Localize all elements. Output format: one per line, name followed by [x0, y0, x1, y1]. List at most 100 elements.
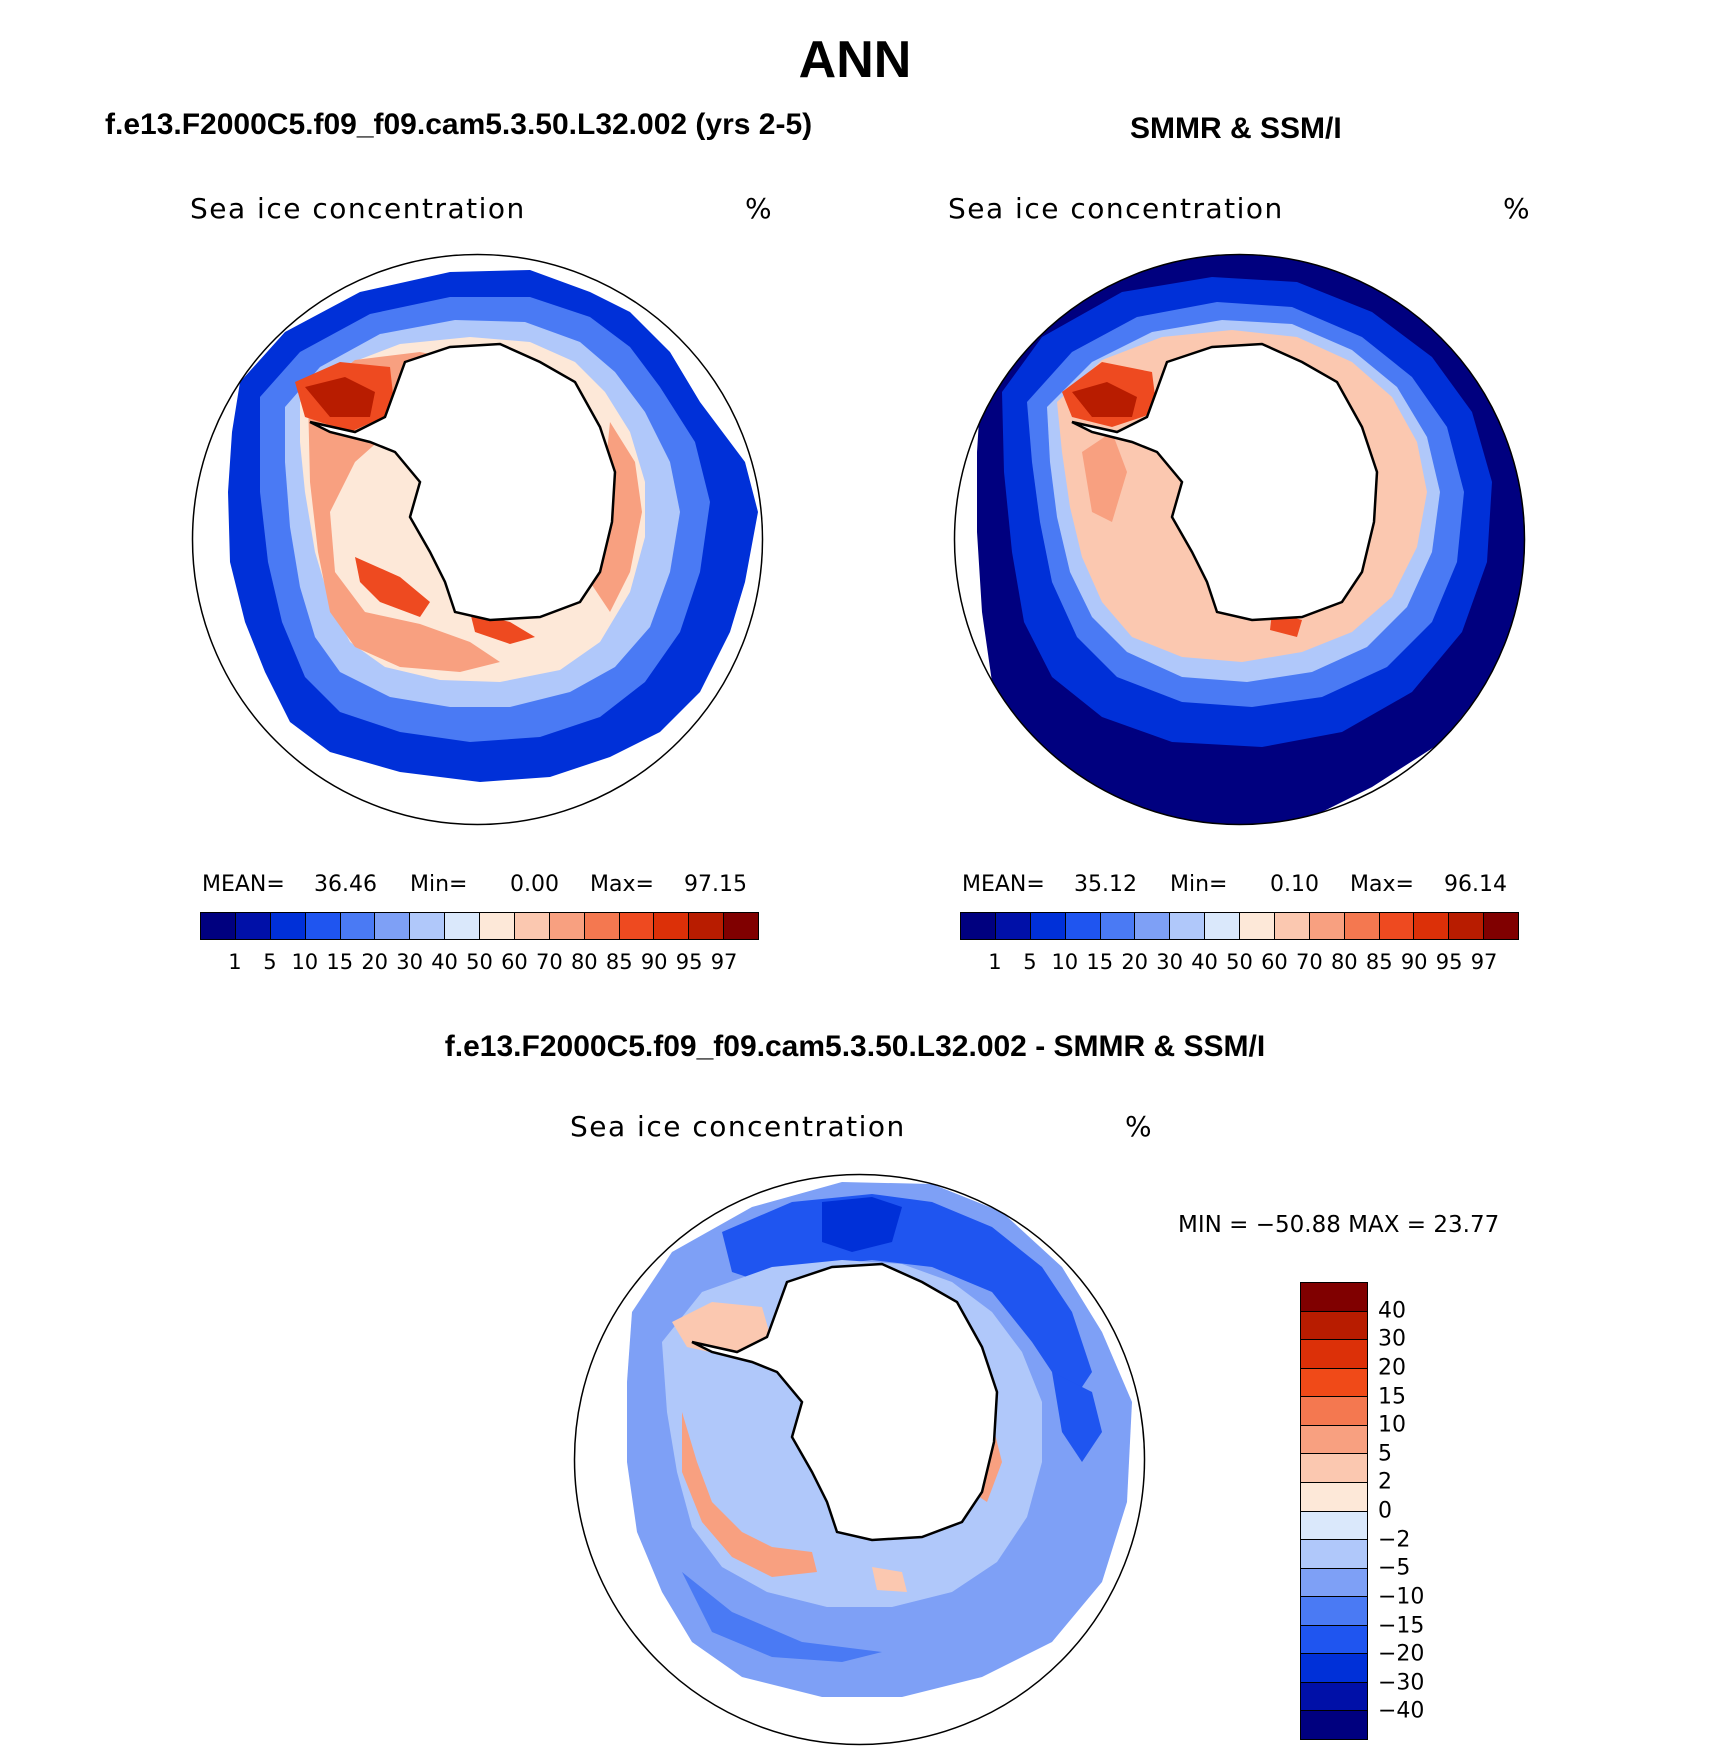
panel2-colorbar-tick-label: 50 — [1226, 950, 1253, 974]
panel1-colorbar-swatch — [688, 913, 724, 939]
panel1-colorbar-swatch — [653, 913, 689, 939]
panel2-colorbar — [960, 912, 1519, 940]
panel1-max-value: 97.15 — [684, 872, 747, 897]
panel2-colorbar-tick-label: 95 — [1435, 950, 1463, 974]
panel3-colorbar-tick-label: −2 — [1378, 1527, 1411, 1553]
panel2-colorbar-swatch — [1169, 913, 1205, 939]
panel1-map-border — [191, 253, 764, 826]
panel2-colorbar-tick-label: 80 — [1330, 950, 1358, 974]
panel3-colorbar-tick-label: −5 — [1378, 1555, 1411, 1581]
panel1-colorbar-swatch — [479, 913, 514, 939]
panel1-colorbar — [200, 912, 759, 940]
panel2-colorbar-tick-label: 90 — [1400, 950, 1428, 974]
panel1-colorbar-tick-label: 1 — [228, 950, 242, 974]
panel3-colorbar-tick-label: 10 — [1378, 1412, 1406, 1438]
panel1-colorbar-tick-label: 95 — [675, 950, 703, 974]
panel2-colorbar-tick-label: 15 — [1086, 950, 1114, 974]
panel1-variable-label: Sea ice concentration — [190, 192, 526, 225]
panel1-colorbar-swatch — [339, 913, 375, 939]
panel3-colorbar-tick-label: −10 — [1378, 1584, 1425, 1610]
panel3-colorbar-swatch — [1301, 1710, 1367, 1739]
panel2-colorbar-tick-label: 20 — [1121, 950, 1149, 974]
panel1-stats: MEAN= 36.46 Min= 0.00 Max= 97.15 — [202, 872, 762, 900]
panel2-colorbar-tick-label: 85 — [1365, 950, 1393, 974]
panel1-colorbar-tick-label: 15 — [326, 950, 354, 974]
panel2-colorbar-tick-label: 70 — [1296, 950, 1323, 974]
panel1-colorbar-swatch — [269, 913, 305, 939]
panel2-mean-label: MEAN= — [962, 872, 1045, 897]
panel1-colorbar-swatch — [409, 913, 445, 939]
panel2-colorbar-swatch — [1483, 913, 1518, 939]
panel3-colorbar-swatch — [1301, 1424, 1367, 1454]
panel3-colorbar-swatch — [1301, 1567, 1367, 1597]
panel3-colorbar-swatch — [1301, 1453, 1367, 1482]
panel1-colorbar-tick-label: 97 — [710, 950, 738, 974]
panel1-colorbar-swatch — [444, 913, 479, 939]
panel1-colorbar-tick-label: 80 — [570, 950, 598, 974]
panel1-min-value: 0.00 — [510, 872, 559, 897]
panel2-units-label: % — [1503, 192, 1532, 225]
panel1-colorbar-swatch — [513, 913, 549, 939]
panel2-colorbar-labels: 1 5 10 15 20 30 40 50 60 70 80 85 90 95 97 — [960, 950, 1520, 976]
panel1-colorbar-tick-label: 30 — [396, 950, 423, 974]
panel3-colorbar-swatch — [1301, 1481, 1367, 1511]
panel3-antarctica-outline — [691, 1262, 999, 1542]
panel3-colorbar-swatch — [1301, 1539, 1367, 1568]
panel1-units-label: % — [745, 192, 774, 225]
panel1-colorbar-tick-label: 60 — [501, 950, 528, 974]
panel1-colorbar-tick-label: 20 — [361, 950, 389, 974]
panel1-colorbar-swatch — [201, 913, 235, 939]
panel2-colorbar-swatch — [1029, 913, 1065, 939]
panel2-min-label: Min= — [1170, 872, 1228, 897]
panel2-map — [953, 253, 1526, 826]
panel2-colorbar-swatch — [1448, 913, 1484, 939]
panel1-colorbar-tick-label: 90 — [640, 950, 668, 974]
panel3-colorbar-swatch — [1301, 1510, 1367, 1540]
panel3-colorbar-tick-label: 0 — [1378, 1498, 1392, 1524]
panel3-colorbar-swatch — [1301, 1339, 1367, 1368]
panel2-colorbar-swatch — [994, 913, 1030, 939]
panel2-colorbar-swatch — [961, 913, 995, 939]
panel2-title: SMMR & SSM/I — [1130, 112, 1342, 145]
panel2-colorbar-swatch — [1099, 913, 1135, 939]
panel1-colorbar-tick-label: 50 — [466, 950, 493, 974]
panel2-colorbar-swatch — [1134, 913, 1170, 939]
panel2-colorbar-swatch — [1378, 913, 1414, 939]
panel3-colorbar-tick-label: −40 — [1378, 1698, 1425, 1724]
panel3-colorbar-tick-label: 30 — [1378, 1326, 1406, 1352]
panel2-variable-label: Sea ice concentration — [948, 192, 1284, 225]
panel3-colorbar-swatch — [1301, 1596, 1367, 1625]
panel1-map — [191, 253, 764, 826]
panel2-mean-value: 35.12 — [1074, 872, 1137, 897]
panel3-colorbar-tick-label: 2 — [1378, 1469, 1392, 1495]
panel1-mean-label: MEAN= — [202, 872, 285, 897]
panel2-colorbar-swatch — [1343, 913, 1379, 939]
panel2-colorbar-swatch — [1413, 913, 1449, 939]
panel2-colorbar-swatch — [1308, 913, 1344, 939]
panel2-colorbar-tick-label: 97 — [1470, 950, 1498, 974]
panel1-mean-value: 36.46 — [314, 872, 377, 897]
panel3-colorbar — [1300, 1282, 1368, 1740]
panel3-colorbar-swatch — [1301, 1681, 1367, 1711]
panel1-colorbar-tick-label: 10 — [291, 950, 319, 974]
panel3-colorbar-swatch — [1301, 1283, 1367, 1311]
panel1-colorbar-swatch — [723, 913, 758, 939]
panel1-colorbar-tick-label: 70 — [536, 950, 563, 974]
panel3-variable-label: Sea ice concentration — [570, 1110, 906, 1143]
panel1-colorbar-tick-label: 5 — [263, 950, 277, 974]
panel1-colorbar-swatch — [234, 913, 270, 939]
panel1-colorbar-swatch — [618, 913, 654, 939]
panel3-colorbar-tick-label: −20 — [1378, 1641, 1425, 1667]
panel2-colorbar-tick-label: 60 — [1261, 950, 1288, 974]
panel3-colorbar-swatch — [1301, 1310, 1367, 1340]
panel1-colorbar-tick-label: 40 — [431, 950, 458, 974]
panel1-colorbar-swatch — [548, 913, 584, 939]
panel2-max-label: Max= — [1350, 872, 1414, 897]
panel3-colorbar-swatch — [1301, 1367, 1367, 1397]
panel3-map — [573, 1173, 1146, 1746]
panel2-colorbar-tick-label: 1 — [988, 950, 1002, 974]
figure-title: ANN — [798, 31, 912, 89]
panel1-antarctica-outline — [309, 342, 617, 622]
panel1-title: f.e13.F2000C5.f09_f09.cam5.3.50.L32.002 … — [105, 108, 813, 141]
panel2-colorbar-swatch — [1273, 913, 1309, 939]
